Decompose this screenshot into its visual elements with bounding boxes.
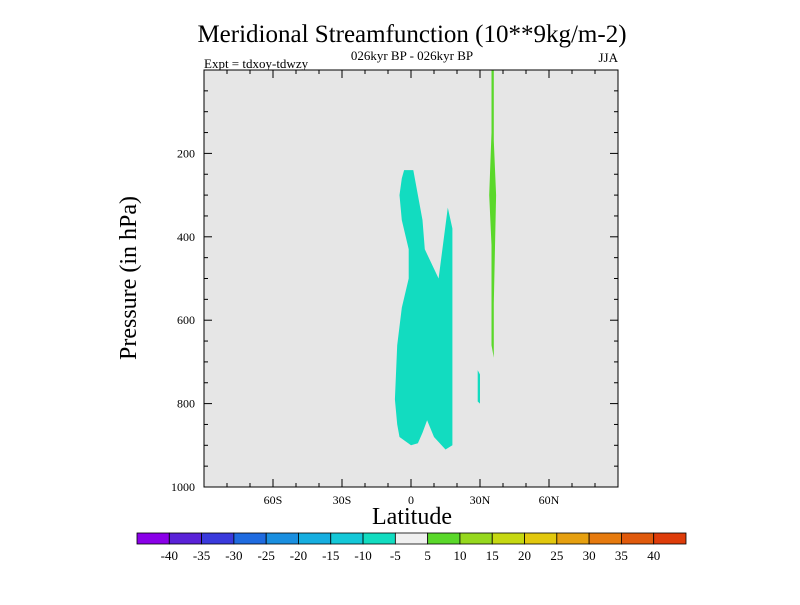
colorbar-swatch — [394, 532, 429, 545]
contour-regions — [394, 70, 497, 450]
colorbar-swatch — [524, 532, 558, 545]
x-tick-label: 60N — [539, 493, 560, 507]
colorbar-swatch — [588, 532, 622, 545]
chart-subtitle: 026kyr BP - 026kyr BP — [351, 48, 473, 63]
colorbar-swatch — [201, 532, 235, 545]
contour-region-1 — [477, 370, 480, 404]
contour-region-0 — [394, 170, 453, 450]
colorbar-label: -5 — [390, 548, 401, 563]
colorbar-label: 35 — [615, 548, 628, 563]
season-label: JJA — [598, 50, 618, 65]
y-tick-label: 200 — [177, 146, 195, 160]
x-tick-label: 60S — [264, 493, 283, 507]
axis-tick-labels: 60S 30S 0 30N 60N 200 400 600 800 1000 — [171, 146, 560, 507]
colorbar-label: -25 — [258, 548, 275, 563]
colorbar-label: 40 — [647, 548, 660, 563]
colorbar-label: -15 — [322, 548, 339, 563]
colorbar-labels: -40 -35 -30 -25 -20 -15 -10 -5 5 10 15 20 25 30 35 40 — [161, 548, 661, 563]
axis-ticks — [204, 70, 618, 488]
x-tick-label: 30N — [470, 493, 491, 507]
colorbar-label: 5 — [424, 548, 431, 563]
colorbar-label: -30 — [225, 548, 242, 563]
colorbar-swatch — [362, 532, 396, 545]
y-tick-label: 1000 — [171, 480, 195, 494]
colorbar-label: 10 — [453, 548, 466, 563]
experiment-label: Expt = tdxoy-tdwzy — [204, 56, 309, 71]
colorbar-swatch — [653, 532, 687, 545]
colorbar-swatch — [427, 532, 461, 545]
colorbar-swatch — [491, 532, 525, 545]
colorbar-swatch — [459, 532, 493, 545]
x-tick-label: 30S — [333, 493, 352, 507]
colorbar-swatch — [168, 532, 202, 545]
colorbar-label: -20 — [290, 548, 307, 563]
colorbar-label: -40 — [161, 548, 178, 563]
contour-region-2 — [489, 70, 497, 358]
colorbar-swatch — [233, 532, 267, 545]
colorbar-label: 25 — [550, 548, 563, 563]
colorbar-swatch — [330, 532, 364, 545]
colorbar-label: 15 — [486, 548, 499, 563]
colorbar-swatch — [136, 532, 170, 545]
chart-title: Meridional Streamfunction (10**9kg/m-2) — [197, 21, 626, 48]
y-tick-label: 400 — [177, 230, 195, 244]
colorbar — [136, 532, 687, 545]
colorbar-label: 30 — [583, 548, 596, 563]
y-tick-label: 600 — [177, 313, 195, 327]
x-axis-label: Latitude — [372, 504, 452, 530]
colorbar-swatch — [621, 532, 655, 545]
colorbar-label: 20 — [518, 548, 531, 563]
y-axis-label: Pressure (in hPa) — [116, 196, 142, 360]
y-tick-label: 800 — [177, 397, 195, 411]
colorbar-label: -35 — [193, 548, 210, 563]
colorbar-swatch — [556, 532, 590, 545]
x-tick-label: 0 — [408, 493, 414, 507]
colorbar-swatch — [265, 532, 299, 545]
colorbar-swatch — [298, 532, 332, 545]
colorbar-label: -10 — [354, 548, 371, 563]
